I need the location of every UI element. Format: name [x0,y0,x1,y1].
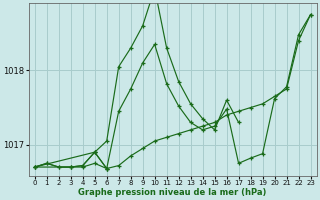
X-axis label: Graphe pression niveau de la mer (hPa): Graphe pression niveau de la mer (hPa) [78,188,267,197]
